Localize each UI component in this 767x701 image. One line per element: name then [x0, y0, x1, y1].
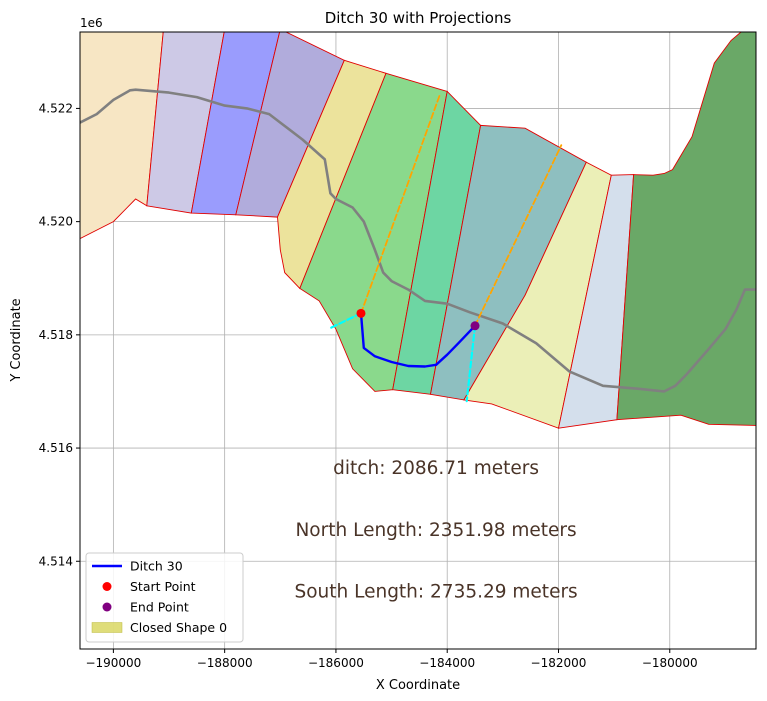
y-tick-label: 4.520 [39, 215, 73, 229]
legend-box [85, 552, 244, 643]
x-tick-label: −186000 [308, 656, 364, 670]
legend: Ditch 30 Start Point End Point Closed Shape… [85, 552, 244, 643]
region-polygon-10 [616, 32, 756, 426]
y-axis-label: Y Coordinate [9, 298, 24, 382]
region-polygon-0 [80, 32, 164, 240]
series-line-4 [329, 312, 363, 330]
series-line-3 [474, 144, 563, 327]
end-point-marker [470, 321, 480, 331]
y-tick-label: 4.514 [39, 554, 73, 568]
annotation-text: ditch: 2086.71 meters [333, 458, 539, 479]
legend-marker-swatch [102, 582, 112, 591]
annotations: ditch: 2086.71 meters North Length: 2351.… [294, 458, 577, 602]
y-offset-label: 1e6 [80, 16, 103, 30]
x-tick-label: −188000 [197, 656, 253, 670]
y-tick-label: 4.516 [39, 441, 73, 455]
legend-marker-swatch [102, 602, 112, 612]
y-tick-label: 4.518 [39, 328, 73, 342]
x-tick-label: −182000 [531, 656, 587, 670]
x-axis-label: X Coordinate [376, 678, 460, 693]
annotation-text: South Length: 2735.29 meters [294, 581, 577, 602]
series-line-5 [465, 324, 477, 403]
series-line-2 [360, 93, 441, 315]
start-point-marker [356, 308, 366, 318]
region-polygon-2 [190, 32, 281, 216]
x-tick-label: −184000 [419, 656, 475, 670]
legend-label: Start Point [130, 579, 196, 594]
chart-title: Ditch 30 with Projections [325, 9, 512, 27]
legend-label: Ditch 30 [130, 559, 183, 574]
region-polygon-5 [299, 72, 448, 392]
polygons [80, 32, 756, 429]
x-tick-label: −190000 [85, 656, 141, 670]
y-tick-label: 4.522 [39, 101, 73, 115]
markers [356, 308, 480, 331]
legend-label: Closed Shape 0 [130, 620, 227, 635]
region-polygon-1 [146, 32, 225, 214]
ditch-line [359, 312, 477, 368]
plot-frame [79, 31, 757, 650]
ticks: −190000 −188000 −186000 −184000 −182000 −1800… [39, 101, 698, 670]
lines [80, 88, 756, 403]
x-tick-label: −180000 [642, 656, 698, 670]
legend-label: End Point [130, 600, 189, 615]
legend-patch-swatch [91, 622, 123, 633]
annotation-text: North Length: 2351.98 meters [295, 520, 576, 541]
